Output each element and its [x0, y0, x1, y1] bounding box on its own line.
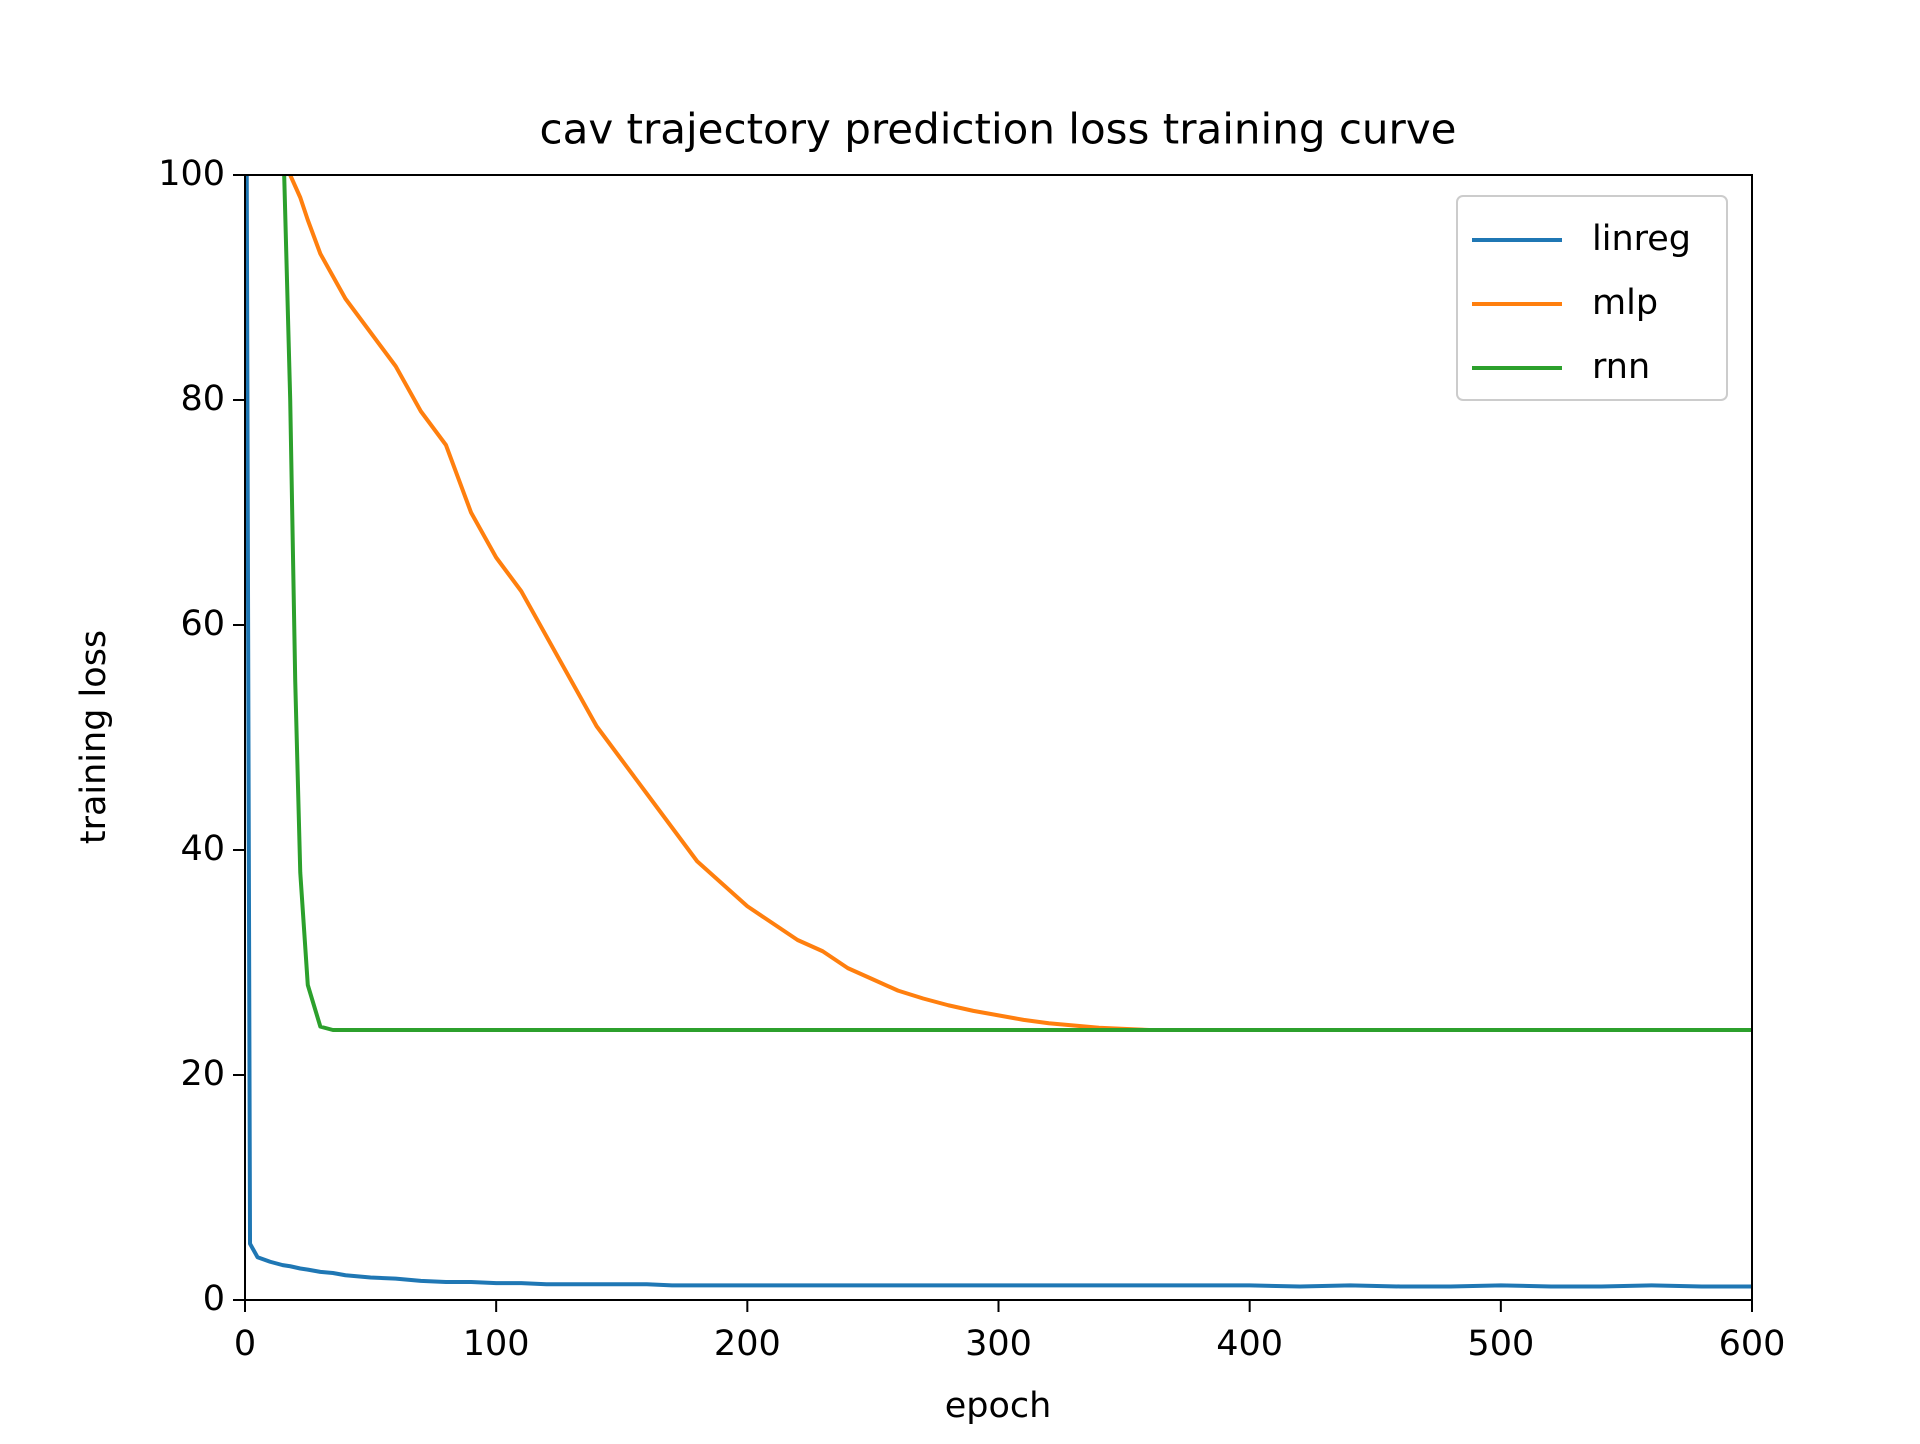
x-tick-label: 400 [1216, 1324, 1283, 1364]
chart-title: cav trajectory prediction loss training … [539, 105, 1456, 154]
x-tick-label: 200 [714, 1324, 781, 1364]
x-tick-label: 600 [1719, 1324, 1786, 1364]
y-tick-label: 40 [180, 829, 225, 869]
legend-label: mlp [1592, 283, 1658, 323]
y-axis-label: training loss [74, 630, 114, 844]
x-axis-label: epoch [945, 1386, 1052, 1426]
y-tick-label: 100 [158, 154, 225, 194]
y-tick-label: 80 [180, 379, 225, 419]
y-tick-label: 60 [180, 604, 225, 644]
y-tick-label: 0 [203, 1279, 225, 1319]
series-line [245, 175, 1752, 1289]
legend-box [1456, 195, 1728, 401]
plot-area [245, 175, 1752, 1289]
x-tick-label: 0 [234, 1324, 256, 1364]
x-tick-label: 300 [965, 1324, 1032, 1364]
series-line [282, 175, 1752, 1032]
legend-label: linreg [1592, 219, 1691, 259]
x-tick-label: 500 [1467, 1324, 1534, 1364]
legend-label: rnn [1592, 347, 1650, 387]
y-tick-label: 20 [180, 1054, 225, 1094]
x-tick-label: 100 [463, 1324, 530, 1364]
